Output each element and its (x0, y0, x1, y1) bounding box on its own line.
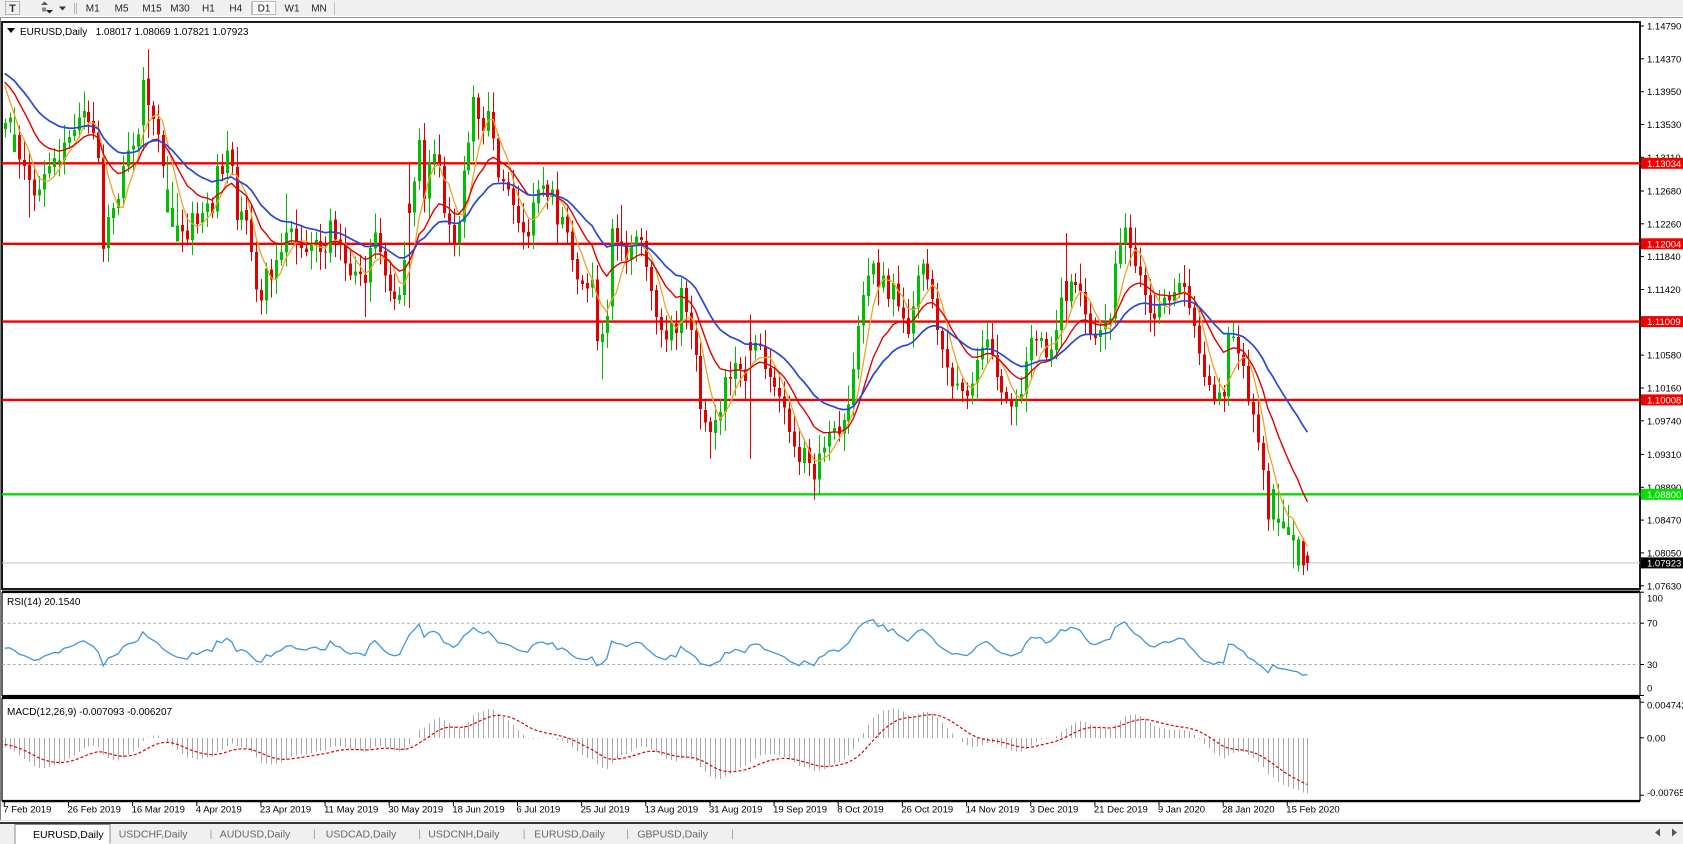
svg-text:USDCNH,Daily: USDCNH,Daily (428, 829, 500, 841)
svg-text:30: 30 (1647, 660, 1658, 671)
svg-text:1.11420: 1.11420 (1647, 285, 1681, 296)
svg-text:1.08470: 1.08470 (1647, 516, 1681, 527)
svg-text:M15: M15 (142, 4, 162, 15)
svg-text:1.08800: 1.08800 (1647, 490, 1681, 501)
svg-text:26 Oct 2019: 26 Oct 2019 (901, 805, 953, 816)
svg-text:0.004742: 0.004742 (1647, 700, 1683, 711)
svg-text:25 Jul 2019: 25 Jul 2019 (581, 805, 630, 816)
svg-text:1.14790: 1.14790 (1647, 22, 1681, 33)
svg-text:1.09740: 1.09740 (1647, 416, 1681, 427)
svg-text:GBPUSD,Daily: GBPUSD,Daily (637, 829, 708, 841)
svg-text:15 Feb 2020: 15 Feb 2020 (1286, 805, 1339, 816)
svg-text:1.08890: 1.08890 (1647, 483, 1681, 494)
svg-text:1.07923: 1.07923 (1647, 558, 1681, 569)
svg-text:1.12004: 1.12004 (1647, 239, 1681, 250)
svg-text:23 Apr 2019: 23 Apr 2019 (260, 805, 311, 816)
svg-text:28 Jan 2020: 28 Jan 2020 (1222, 805, 1274, 816)
svg-text:31 Aug 2019: 31 Aug 2019 (709, 805, 762, 816)
svg-text:1.07630: 1.07630 (1647, 581, 1681, 592)
svg-text:1.12260: 1.12260 (1647, 219, 1681, 230)
svg-text:|: | (418, 828, 421, 840)
svg-text:MN: MN (311, 4, 327, 15)
svg-text:W1: W1 (285, 4, 300, 15)
svg-text:EURUSD,Daily 1.08017 1.08069: EURUSD,Daily 1.08017 1.08069 1.07821 1.0… (20, 27, 249, 38)
svg-text:7 Feb 2019: 7 Feb 2019 (3, 805, 51, 816)
svg-text:1.10580: 1.10580 (1647, 351, 1681, 362)
svg-text:USDCAD,Daily: USDCAD,Daily (326, 829, 397, 841)
svg-text:18 Jun 2019: 18 Jun 2019 (452, 805, 504, 816)
svg-text:1.08050: 1.08050 (1647, 548, 1681, 559)
svg-text:USDCHF,Daily: USDCHF,Daily (119, 829, 189, 841)
svg-text:30 May 2019: 30 May 2019 (388, 805, 443, 816)
svg-text:11 May 2019: 11 May 2019 (324, 805, 378, 816)
svg-text:16 Mar 2019: 16 Mar 2019 (132, 805, 185, 816)
svg-text:H1: H1 (202, 4, 215, 15)
svg-text:3 Dec 2019: 3 Dec 2019 (1030, 805, 1079, 816)
svg-text:M1: M1 (86, 4, 100, 15)
svg-text:1.13034: 1.13034 (1647, 159, 1681, 170)
svg-text:EURUSD,Daily: EURUSD,Daily (33, 829, 104, 841)
svg-text:M30: M30 (170, 4, 190, 15)
svg-text:-0.007656: -0.007656 (1647, 788, 1683, 799)
svg-text:9 Jan 2020: 9 Jan 2020 (1158, 805, 1205, 816)
svg-text:AUDUSD,Daily: AUDUSD,Daily (220, 829, 291, 841)
svg-text:1.11009: 1.11009 (1647, 317, 1681, 328)
svg-text:4 Apr 2019: 4 Apr 2019 (196, 805, 242, 816)
svg-text:1.13530: 1.13530 (1647, 120, 1681, 131)
svg-text:14 Nov 2019: 14 Nov 2019 (966, 805, 1020, 816)
svg-text:21 Dec 2019: 21 Dec 2019 (1094, 805, 1148, 816)
svg-text:|: | (523, 828, 526, 840)
svg-text:MACD(12,26,9) -0.007093 -0.006: MACD(12,26,9) -0.007093 -0.006207 (7, 707, 173, 718)
svg-text:M5: M5 (115, 4, 129, 15)
svg-text:1.14370: 1.14370 (1647, 54, 1681, 65)
svg-text:1.13950: 1.13950 (1647, 87, 1681, 98)
svg-text:13 Aug 2019: 13 Aug 2019 (645, 805, 698, 816)
svg-text:H4: H4 (229, 4, 242, 15)
svg-text:EURUSD,Daily: EURUSD,Daily (534, 829, 605, 841)
svg-text:1.12680: 1.12680 (1647, 187, 1681, 198)
svg-text:70: 70 (1647, 619, 1658, 630)
svg-text:100: 100 (1647, 594, 1663, 605)
svg-text:|: | (626, 828, 629, 840)
svg-text:1.10008: 1.10008 (1647, 395, 1681, 406)
svg-text:8 Oct 2019: 8 Oct 2019 (837, 805, 883, 816)
svg-text:T: T (9, 3, 16, 15)
svg-text:6 Jul 2019: 6 Jul 2019 (517, 805, 561, 816)
svg-text:|: | (731, 828, 734, 840)
svg-text:RSI(14) 20.1540: RSI(14) 20.1540 (7, 597, 81, 608)
svg-text:0: 0 (1647, 684, 1652, 695)
svg-text:26 Feb 2019: 26 Feb 2019 (68, 805, 121, 816)
svg-text:0.00: 0.00 (1647, 733, 1666, 744)
svg-text:1.11840: 1.11840 (1647, 252, 1681, 263)
svg-text:1.09310: 1.09310 (1647, 450, 1681, 461)
svg-text:1.10160: 1.10160 (1647, 384, 1681, 395)
svg-text:|: | (210, 828, 213, 840)
svg-text:19 Sep 2019: 19 Sep 2019 (773, 805, 827, 816)
svg-text:D1: D1 (258, 4, 271, 15)
svg-text:|: | (313, 828, 316, 840)
